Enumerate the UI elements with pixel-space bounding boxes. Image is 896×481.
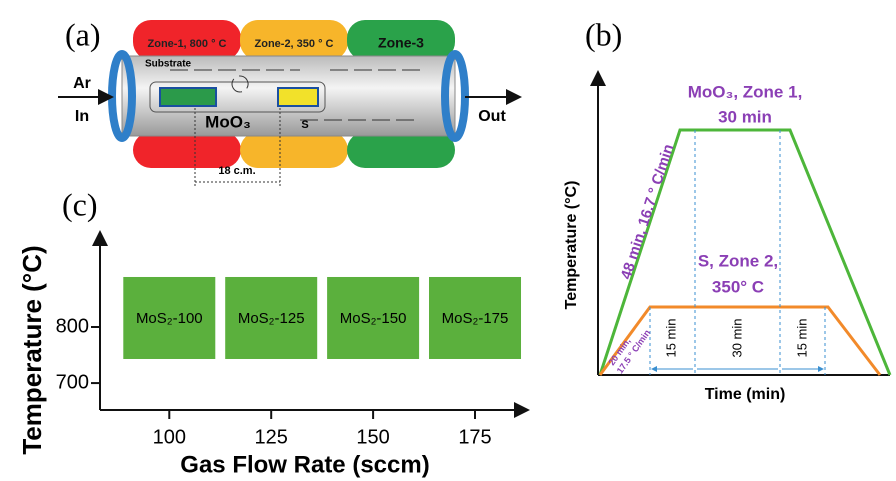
precursor-label: S xyxy=(301,119,308,131)
annotation: S, Zone 2, xyxy=(698,251,778,270)
x-tick-label: 150 xyxy=(356,426,389,448)
x-tick-label: 125 xyxy=(255,426,288,448)
panel-label: (b) xyxy=(585,16,622,52)
substrate-label: Substrate xyxy=(145,59,192,70)
gas-label: Ar xyxy=(73,75,91,92)
boat xyxy=(278,88,318,106)
x-axis-title: Gas Flow Rate (sccm) xyxy=(180,451,429,478)
x-axis-title: Time (min) xyxy=(705,386,786,403)
annotation: MoO₃, Zone 1, xyxy=(688,82,803,101)
panel-a: (a) Zone-1, 800 ° C Zone-2, 350 ° C Zone… xyxy=(58,16,520,186)
annotation: 30 min xyxy=(718,107,772,126)
y-axis-title: Temperature (°C) xyxy=(563,181,580,310)
zone-heater xyxy=(347,132,455,168)
x-tick-label: 175 xyxy=(458,426,491,448)
panel-label: (a) xyxy=(65,16,101,52)
zone-label: Zone-3 xyxy=(378,35,424,51)
figure: (a) Zone-1, 800 ° C Zone-2, 350 ° C Zone… xyxy=(0,0,896,481)
duration-label: 15 min xyxy=(663,318,678,357)
boat xyxy=(160,88,216,106)
distance-label: 18 c.m. xyxy=(218,165,255,177)
ramp-label: 48 min, 16.7 ° C/min xyxy=(618,142,678,281)
zone-heater xyxy=(133,132,241,168)
duration-label: 15 min xyxy=(794,318,809,357)
y-tick-label: 700 xyxy=(56,371,89,393)
zone-heater xyxy=(240,132,348,168)
x-tick-label: 100 xyxy=(153,426,186,448)
outlet-label: Out xyxy=(478,108,506,125)
y-tick-label: 800 xyxy=(56,315,89,337)
precursor-label: MoO₃ xyxy=(205,112,251,131)
zone-label: Zone-2, 350 ° C xyxy=(255,38,334,50)
annotation: 350° C xyxy=(712,277,764,296)
panel-c: (c) Gas Flow Rate (sccm) Temperature (°C… xyxy=(17,186,528,478)
y-axis-title: Temperature (°C) xyxy=(17,245,47,454)
sample-label: MoS₂-175 xyxy=(442,310,509,327)
panel-label: (c) xyxy=(62,186,98,222)
sample-label: MoS₂-150 xyxy=(340,310,407,327)
panel-b: (b) MoO₃, Zone 1, 30 min S, Zone 2, 350°… xyxy=(563,16,890,403)
sample-label: MoS₂-125 xyxy=(238,310,305,327)
duration-label: 30 min xyxy=(729,318,744,357)
sample-label: MoS₂-100 xyxy=(136,310,203,327)
zone-label: Zone-1, 800 ° C xyxy=(148,38,227,50)
page: {"panel_a": {"label": "(a)", "zones": ["… xyxy=(0,0,896,481)
inlet-label: In xyxy=(75,108,89,125)
